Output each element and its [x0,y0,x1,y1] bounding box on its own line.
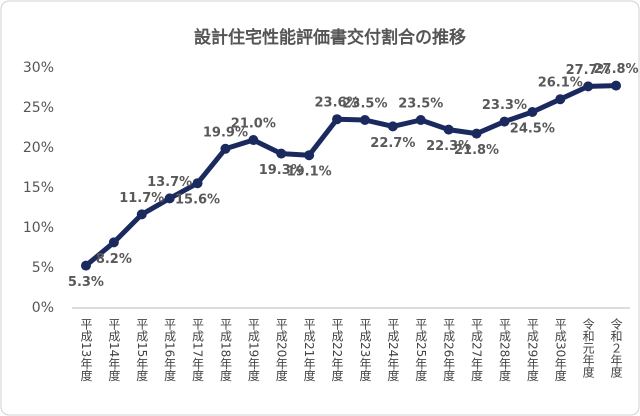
x-tick-label: 平成18年度 [218,318,232,381]
x-tick-label: 平成23年度 [358,318,372,381]
value-label: 27.8% [593,62,638,77]
point [192,178,203,189]
point [387,121,398,132]
x-tick-label: 平成14年度 [107,318,121,381]
point [248,135,259,145]
value-label: 19.1% [287,165,332,180]
point [304,150,315,161]
x-tick-label: 平成26年度 [442,318,456,381]
point [359,115,370,125]
y-tick-label: 30% [23,60,54,76]
chart-title: 設計住宅性能評価書交付割合の推移 [194,27,466,48]
value-label: 5.3% [68,275,104,290]
value-label: 11.7% [119,191,164,206]
point [276,148,287,159]
x-tick-label: 平成21年度 [302,318,316,381]
x-tick-label: 令和２年度 [609,317,623,378]
x-tick-label: 平成16年度 [163,318,177,381]
point [583,81,594,92]
value-label: 15.6% [175,193,220,208]
point [136,209,147,220]
x-tick-label: 平成30年度 [553,318,567,381]
value-label: 23.5% [398,97,443,112]
x-tick-label: 平成17年度 [191,318,205,381]
point [611,80,622,91]
x-tick-label: 平成28年度 [497,318,511,381]
value-label: 26.1% [538,76,583,91]
point [555,94,566,105]
y-tick-label: 15% [23,180,54,196]
point [108,237,119,248]
point [164,193,175,204]
value-label: 27.7% [566,63,611,78]
value-label: 19.9% [203,125,248,140]
y-tick-label: 5% [32,260,54,276]
x-tick-label: 平成27年度 [470,318,484,381]
point [471,128,482,139]
point [415,115,426,125]
point [527,107,538,117]
x-tick-label: 平成29年度 [525,318,539,381]
point [332,114,343,125]
value-label: 22.3% [426,139,471,154]
value-label: 8.2% [96,252,132,267]
x-tick-label: 令和元年度 [581,317,595,378]
x-tick-label: 平成24年度 [386,318,400,381]
value-label: 24.5% [510,122,555,137]
point [443,124,454,135]
value-label: 22.7% [370,136,415,151]
point [499,116,510,127]
x-tick-label: 平成20年度 [274,318,288,381]
value-label: 21.8% [454,143,499,158]
value-label: 21.0% [231,117,276,132]
value-label: 23.6% [314,96,359,111]
y-tick-label: 10% [23,220,54,236]
point [220,143,231,154]
y-tick-label: 20% [23,140,54,156]
value-label: 19.3% [259,163,304,178]
y-tick-label: 0% [32,300,54,316]
value-label: 23.3% [482,98,527,113]
x-tick-label: 平成15年度 [135,318,149,381]
value-label: 23.5% [342,97,387,112]
x-tick-label: 平成25年度 [414,318,428,381]
x-tick-label: 平成13年度 [79,318,93,381]
value-label: 13.7% [147,175,192,190]
x-tick-label: 平成22年度 [330,318,344,381]
point [80,260,91,271]
y-tick-label: 25% [23,100,54,116]
x-tick-label: 平成19年度 [246,318,260,381]
